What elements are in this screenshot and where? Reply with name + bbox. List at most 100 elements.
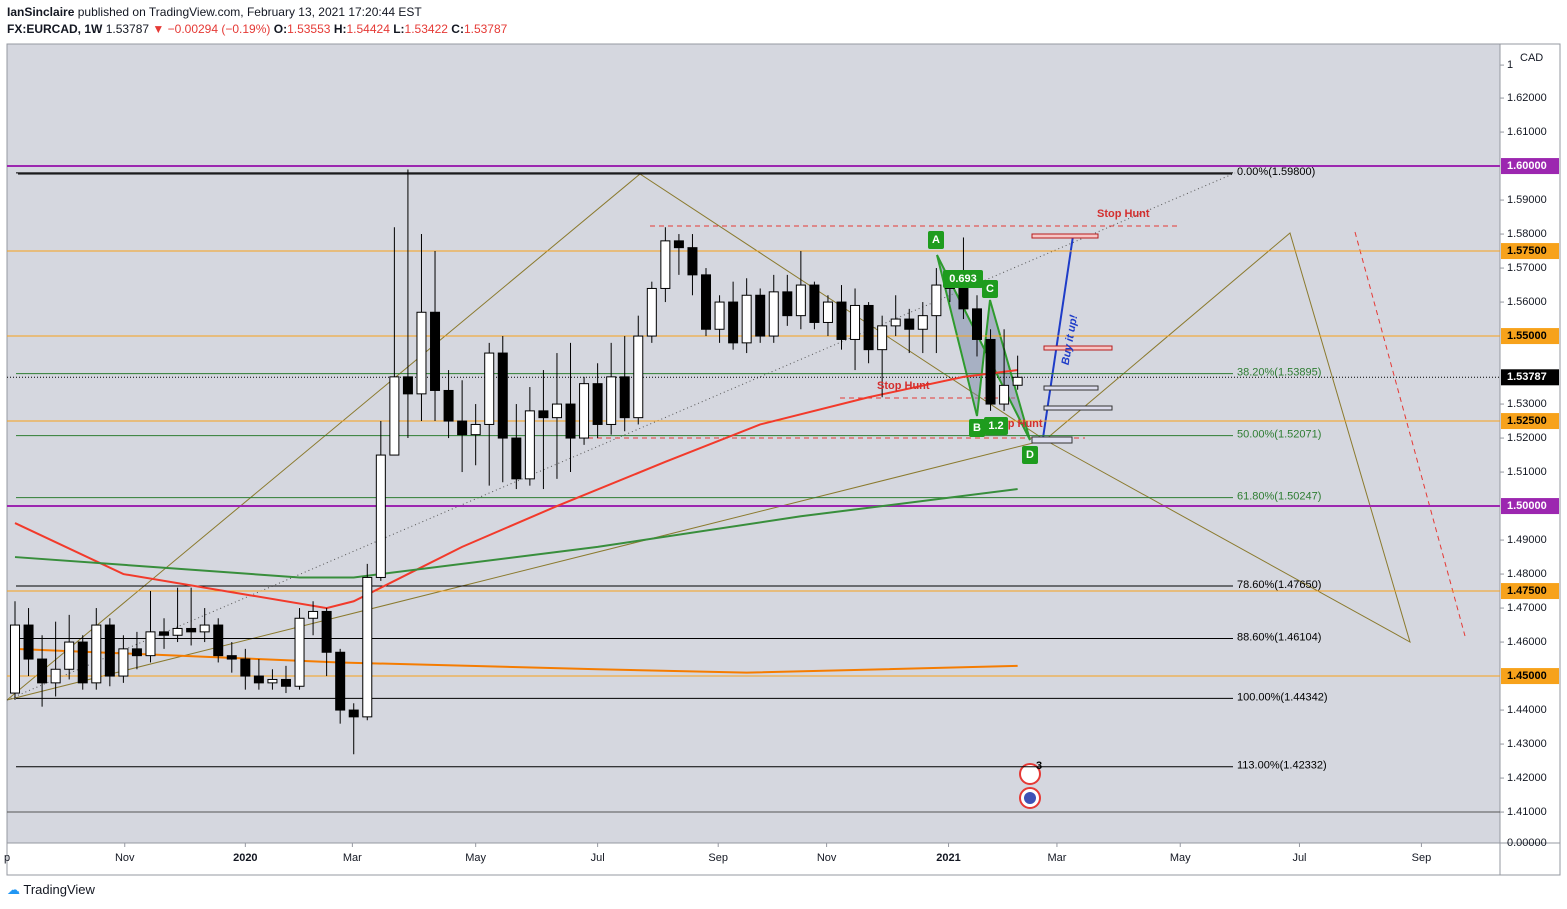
candle-body xyxy=(714,301,725,330)
y-tick-label: 1.48000 xyxy=(1507,568,1547,580)
candle-body xyxy=(619,376,630,419)
candle-body xyxy=(633,335,644,419)
x-tick-label: Nov xyxy=(115,852,135,864)
candle-body xyxy=(782,291,793,317)
x-tick-label: Mar xyxy=(343,852,362,864)
x-tick-label: 2020 xyxy=(233,852,257,864)
h: 1.54424 xyxy=(346,22,390,36)
candle-body xyxy=(809,284,820,323)
candle-body xyxy=(538,410,549,419)
candle-body xyxy=(985,338,996,405)
annotation: Stop Hunt xyxy=(1097,208,1150,220)
annotation: B xyxy=(973,422,981,434)
fib-label: 78.60%(1.47650) xyxy=(1237,579,1321,591)
candle-body xyxy=(118,648,129,677)
candle-body xyxy=(91,624,102,684)
l: 1.53422 xyxy=(404,22,448,36)
candle-body xyxy=(701,274,712,330)
candle-body xyxy=(294,617,305,687)
published: published on TradingView.com, February 1… xyxy=(77,5,422,19)
triangle xyxy=(6,232,1411,701)
candle-body xyxy=(497,352,508,439)
candle-body xyxy=(457,420,468,436)
candle-body xyxy=(335,651,346,711)
candle-body xyxy=(931,284,942,317)
x-tick-label: Nov xyxy=(817,852,837,864)
x-tick-label: Jul xyxy=(591,852,605,864)
y-tick-label: 1.46000 xyxy=(1507,636,1547,648)
annotation: C xyxy=(986,283,994,295)
last: 1.53787 xyxy=(105,22,150,36)
candle-body xyxy=(836,301,847,340)
candle-body xyxy=(23,624,34,660)
candle-body xyxy=(755,294,766,337)
candle-body xyxy=(37,658,48,684)
candle-body xyxy=(64,641,75,670)
candle-body xyxy=(159,631,170,636)
moving-average xyxy=(14,369,1018,610)
box xyxy=(1043,385,1099,391)
candle-body xyxy=(470,423,481,436)
moving-average xyxy=(14,488,1018,579)
candle-body xyxy=(430,311,441,391)
fib-label: 61.80%(1.50247) xyxy=(1237,491,1321,503)
y-tick-label: 1.53000 xyxy=(1507,398,1547,410)
annotation: 0.693 xyxy=(949,273,977,285)
frame xyxy=(6,43,1561,876)
candle-body xyxy=(253,675,264,684)
pattern-tag xyxy=(982,280,998,298)
candle-body xyxy=(240,658,251,677)
candle-body xyxy=(511,437,522,480)
y-tick-label: 1.61000 xyxy=(1507,126,1547,138)
fib-label: 113.00%(1.42332) xyxy=(1237,760,1327,772)
candle-body xyxy=(673,240,684,249)
fib-label: 88.60%(1.46104) xyxy=(1237,631,1321,643)
candle-body xyxy=(863,304,874,351)
y-tick-label: 1.49000 xyxy=(1507,534,1547,546)
candle-body xyxy=(131,648,142,657)
candle-body xyxy=(592,383,603,425)
c-label: C: xyxy=(451,22,464,36)
candle-body xyxy=(958,287,969,310)
box xyxy=(1043,345,1113,351)
candle-body xyxy=(308,610,319,619)
price-box-label: 1.50000 xyxy=(1507,500,1547,512)
author: IanSinclaire xyxy=(7,5,75,19)
price-box xyxy=(1501,243,1559,260)
candle-body xyxy=(348,709,359,718)
y-tick-label: 1.42000 xyxy=(1507,772,1547,784)
candle-body xyxy=(145,631,156,657)
price-box xyxy=(1501,498,1559,515)
currency: CAD xyxy=(1520,52,1543,64)
price-box xyxy=(1501,413,1559,430)
candle-body xyxy=(606,376,617,425)
candle-body xyxy=(321,610,332,653)
candle-body xyxy=(999,384,1010,405)
candle-body xyxy=(822,301,833,323)
candle-body xyxy=(213,624,224,657)
event-icon[interactable] xyxy=(1019,763,1041,785)
o: 1.53553 xyxy=(287,22,331,36)
candle-body xyxy=(1012,376,1023,386)
buy-arrow xyxy=(1042,235,1074,439)
candle-body xyxy=(226,655,237,660)
fib-label: 100.00%(1.44342) xyxy=(1237,691,1328,703)
candle-body xyxy=(850,304,861,340)
box xyxy=(1031,233,1099,239)
ohlc-line: FX:EURCAD, 1W 1.53787 ▼ −0.00294 (−0.19%… xyxy=(7,22,507,36)
candle-body xyxy=(443,389,454,422)
c: 1.53787 xyxy=(463,22,508,36)
price-box-label: 1.57500 xyxy=(1507,245,1547,257)
candle-body xyxy=(280,678,291,687)
candle-body xyxy=(904,318,915,330)
candle-body xyxy=(795,284,806,317)
annotation: 1.2 xyxy=(988,420,1003,432)
pattern-tag xyxy=(969,419,985,437)
footer-brand: ☁ TradingView xyxy=(7,882,95,898)
x-tick-label: Mar xyxy=(1047,852,1066,864)
pattern-tag xyxy=(928,231,944,249)
candle-body xyxy=(728,301,739,344)
logo: ☁ xyxy=(7,882,20,897)
